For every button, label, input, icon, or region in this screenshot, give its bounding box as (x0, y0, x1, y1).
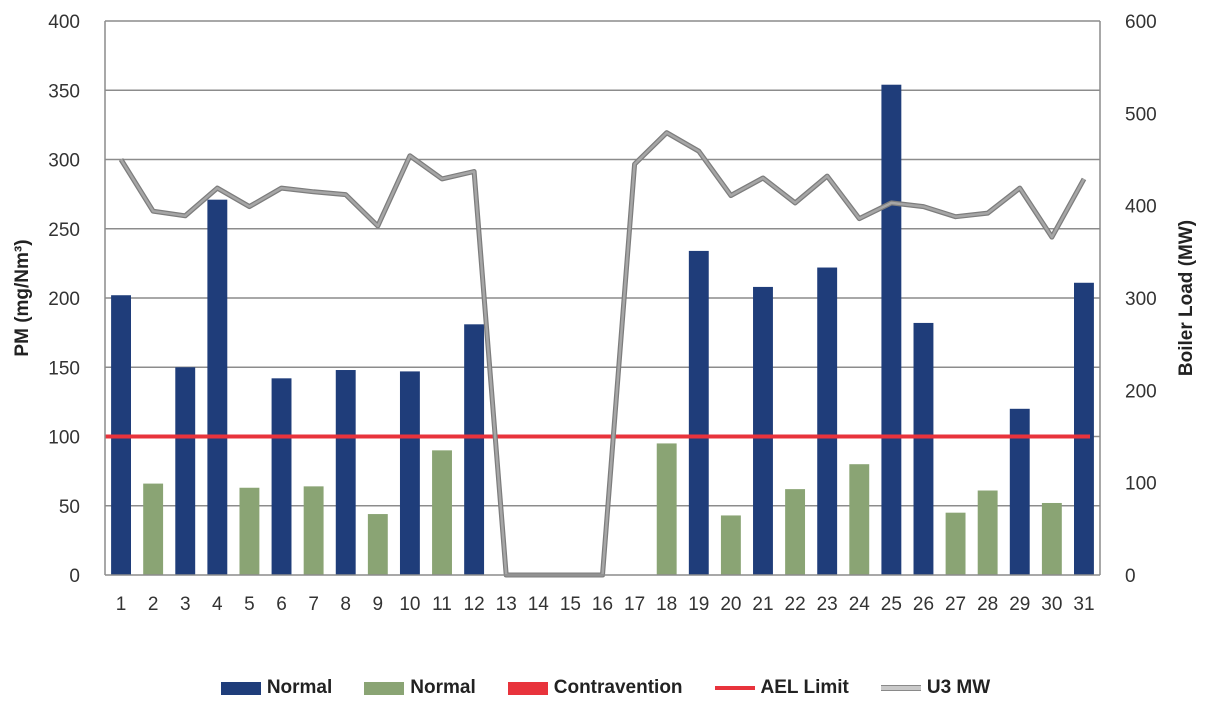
bar (143, 483, 164, 575)
bar (656, 443, 677, 575)
gridlines (105, 20, 1100, 507)
x-tick-label: 21 (752, 594, 773, 615)
y-tick-label: 400 (48, 12, 80, 33)
x-tick-label: 11 (432, 594, 452, 615)
y2-tick-label: 0 (1125, 566, 1136, 587)
bar (753, 286, 773, 575)
bar (367, 514, 388, 575)
x-tick-label: 22 (785, 594, 806, 615)
legend-label: AEL Limit (760, 677, 849, 698)
x-tick-label: 16 (592, 594, 613, 615)
bar (1009, 408, 1030, 575)
legend-swatch (364, 681, 405, 695)
x-tick-label: 30 (1041, 594, 1062, 615)
bar (464, 324, 485, 575)
y-tick-label: 50 (59, 497, 80, 518)
bar (1074, 282, 1094, 575)
bar (785, 489, 806, 575)
bar (720, 515, 741, 575)
y-tick-label: 150 (48, 358, 80, 379)
bar (432, 450, 452, 575)
legend-swatch (507, 681, 548, 695)
x-tick-label: 31 (1073, 594, 1094, 615)
x-tick-label: 20 (720, 594, 741, 615)
bar (913, 322, 934, 575)
bar (239, 487, 260, 575)
legend-label: Normal (266, 677, 333, 698)
x-tick-label: 28 (977, 594, 998, 615)
x-tick-label: 27 (945, 594, 966, 615)
legend-label: Normal (410, 677, 476, 698)
x-tick-label: 17 (624, 594, 645, 615)
y2-tick-label: 300 (1125, 289, 1157, 310)
legend-item-normal-green: Normal (364, 677, 476, 699)
x-tick-label: 15 (560, 594, 581, 615)
legend-item-ael-limit: AEL Limit (714, 677, 849, 699)
bar (1041, 502, 1062, 575)
y-tick-label: 350 (48, 81, 80, 102)
legend-label: U3 MW (926, 677, 991, 698)
y-tick-label: 200 (48, 289, 80, 310)
legend-swatch (220, 681, 261, 695)
legend-item-normal-blue: Normal (220, 677, 333, 699)
y-tick-label: 300 (48, 151, 80, 172)
x-tick-label: 23 (817, 594, 838, 615)
x-tick-label: 26 (913, 594, 934, 615)
x-tick-label: 18 (656, 594, 677, 615)
legend-item-contravention: Contravention (507, 677, 683, 699)
x-tick-label: 9 (373, 594, 384, 615)
y2-axis-title: Boiler Load (MW) (1176, 220, 1197, 376)
x-tick-label: 5 (244, 594, 255, 615)
legend-swatch (714, 686, 755, 690)
bar (271, 378, 292, 575)
y-tick-label: 0 (69, 566, 80, 587)
x-tick-label: 4 (212, 594, 223, 615)
x-tick-label: 13 (496, 594, 517, 615)
x-tick-label: 2 (148, 594, 159, 615)
x-tick-label: 10 (399, 594, 420, 615)
x-tick-label: 6 (276, 594, 287, 615)
x-tick-label: 24 (849, 594, 871, 615)
bar (945, 512, 966, 575)
x-tick-label: 7 (308, 594, 319, 615)
bar (977, 490, 998, 575)
x-tick-label: 29 (1009, 594, 1030, 615)
x-tick-label: 25 (881, 594, 902, 615)
x-tick-label: 14 (528, 594, 550, 615)
x-tick-label: 3 (180, 594, 191, 615)
legend-item-u3-mw: U3 MW (880, 677, 991, 699)
y2-tick-label: 500 (1125, 104, 1157, 125)
chart: 0 50 100 150 200 250 300 350 400 0 100 200 300 400 500… (12, 12, 1197, 615)
y2-tick-label: 100 (1125, 474, 1157, 495)
bar (881, 84, 902, 576)
bar (335, 370, 356, 575)
y2-tick-label: 600 (1125, 12, 1157, 33)
legend-label: Contravention (553, 677, 683, 698)
legend-swatch (880, 685, 921, 691)
bar (399, 371, 420, 575)
y-tick-label: 100 (48, 428, 80, 449)
axes (104, 21, 1101, 576)
y2-tick-label: 400 (1125, 197, 1157, 218)
bar (207, 199, 228, 576)
bars (111, 84, 1094, 576)
x-tick-label: 19 (688, 594, 709, 615)
bar (303, 486, 324, 575)
x-tick-label: 1 (116, 594, 127, 615)
bar (849, 464, 870, 575)
bar (688, 250, 709, 575)
legend: Normal Normal Contravention AEL Limit U3… (0, 675, 1211, 701)
series-line-outline (118, 130, 1087, 578)
x-tick-label: 12 (464, 594, 485, 615)
y-tick-label: 250 (48, 220, 80, 241)
bar (817, 267, 838, 575)
x-tick-label: 8 (340, 594, 351, 615)
y-axis-title: PM (mg/Nm³) (12, 239, 33, 356)
tick-labels: 0 50 100 150 200 250 300 350 400 0 100 200 300 400 500… (48, 12, 1156, 615)
y2-tick-label: 200 (1125, 381, 1157, 402)
bar (175, 367, 196, 575)
